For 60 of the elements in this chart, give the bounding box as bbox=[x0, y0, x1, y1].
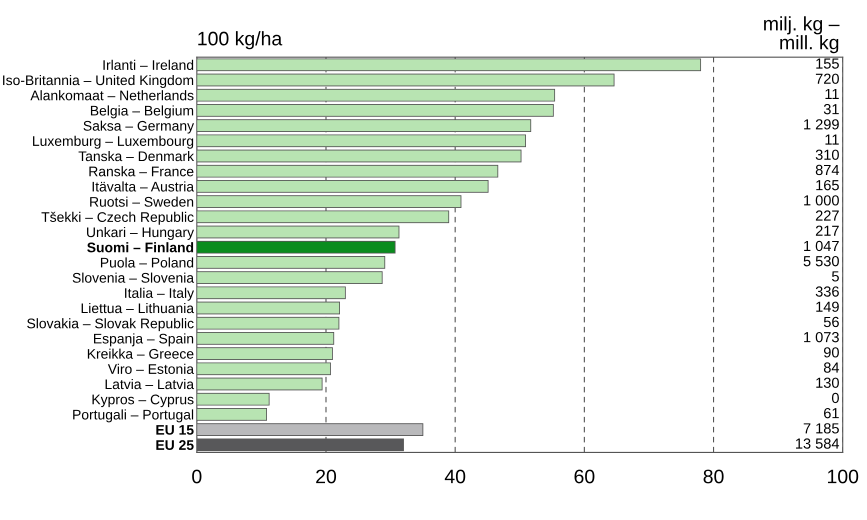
y-tick-label: Portugali – Portugal bbox=[73, 409, 194, 422]
y2-tick-label: 1 000 bbox=[804, 195, 839, 206]
y-tick-label: Espanja – Spain bbox=[94, 333, 194, 346]
y2-tick-label: 720 bbox=[816, 74, 839, 84]
y2-tick-label: 7 185 bbox=[804, 423, 839, 434]
y2-tick-label: 61 bbox=[824, 408, 839, 418]
y-tick-label: Luxemburg – Luxembourg bbox=[33, 136, 194, 149]
y-tick-label: Ranska – France bbox=[89, 166, 194, 176]
x-axis-title: 100 kg/ha bbox=[198, 31, 282, 50]
y2-tick-label: 84 bbox=[824, 362, 840, 373]
y-tick-label: Kreikka – Greece bbox=[88, 348, 194, 359]
y2-tick-label: 130 bbox=[816, 378, 839, 388]
y2-tick-label: 217 bbox=[816, 226, 839, 236]
y-tick-label: Irlanti – Ireland bbox=[103, 60, 194, 70]
y-tick-label: Italia – Italy bbox=[125, 288, 194, 301]
y-tick-label: Alankomaat – Netherlands bbox=[30, 90, 194, 100]
y2-tick-label: 874 bbox=[816, 164, 840, 176]
y-tick-label: Slovenia – Slovenia bbox=[72, 272, 194, 283]
y2-tick-label: 1 047 bbox=[804, 240, 839, 252]
y-tick-label: Iso-Britannia – United Kingdom bbox=[3, 74, 194, 88]
y-tick-label: Tanska – Denmark bbox=[78, 150, 194, 162]
y-tick-label: Itävalta – Austria bbox=[92, 181, 194, 192]
y2-tick-label: 90 bbox=[824, 347, 839, 358]
y-tick-label: EU 15 bbox=[156, 425, 194, 435]
y-tick-label: Unkari – Hungary bbox=[87, 226, 194, 240]
y-tick-label: Suomi – Finland bbox=[87, 242, 194, 252]
y2-tick-label: 155 bbox=[816, 58, 839, 69]
y2-axis-title: milj. kg – mill. kg bbox=[764, 16, 840, 54]
y2-tick-label: 1 073 bbox=[804, 332, 839, 342]
y2-tick-label: 165 bbox=[816, 180, 839, 190]
y2-tick-label: 310 bbox=[816, 150, 839, 160]
y-tick-label: Viro – Estonia bbox=[108, 364, 194, 374]
y2-tick-label: 13 584 bbox=[796, 438, 840, 449]
y2-tick-label: 11 bbox=[825, 134, 839, 145]
x-tick-label: 100 bbox=[828, 470, 858, 484]
y2-tick-label: 0 bbox=[832, 392, 839, 404]
y2-tick-label: 11 bbox=[825, 88, 839, 99]
y2-tick-label: 149 bbox=[816, 302, 839, 312]
y2-tick-label: 56 bbox=[824, 316, 839, 328]
y-tick-label: Belgia – Belgium bbox=[90, 105, 194, 118]
x-tick-label: 60 bbox=[574, 470, 594, 484]
y-tick-label: EU 25 bbox=[156, 440, 194, 450]
y2-tick-label: 5 bbox=[832, 271, 839, 282]
y2-tick-label: 31 bbox=[824, 104, 839, 114]
x-tick-label: 80 bbox=[704, 470, 724, 484]
y-tick-label: Latvia – Latvia bbox=[106, 378, 194, 390]
y2-tick-label: 336 bbox=[816, 286, 839, 297]
y-tick-label: Saksa – Germany bbox=[84, 120, 194, 134]
y-tick-label: Ruotsi – Sweden bbox=[90, 196, 194, 207]
y-tick-label: Slovakia – Slovak Republic bbox=[27, 318, 194, 332]
y-tick-label: Liettua – Lithuania bbox=[82, 302, 194, 314]
y-tick-label: Kypros – Cyprus bbox=[92, 394, 194, 408]
x-tick-label: 20 bbox=[316, 470, 336, 484]
y-tick-label: Tšekki – Czech Republic bbox=[42, 212, 194, 225]
y2-tick-label: 1 299 bbox=[804, 119, 839, 130]
x-tick-label: 40 bbox=[444, 470, 466, 484]
y-tick-label: Puola – Poland bbox=[100, 257, 194, 268]
y2-tick-label: 5 530 bbox=[804, 256, 839, 266]
x-tick-label: 0 bbox=[192, 470, 202, 484]
y2-tick-label: 227 bbox=[816, 210, 839, 221]
